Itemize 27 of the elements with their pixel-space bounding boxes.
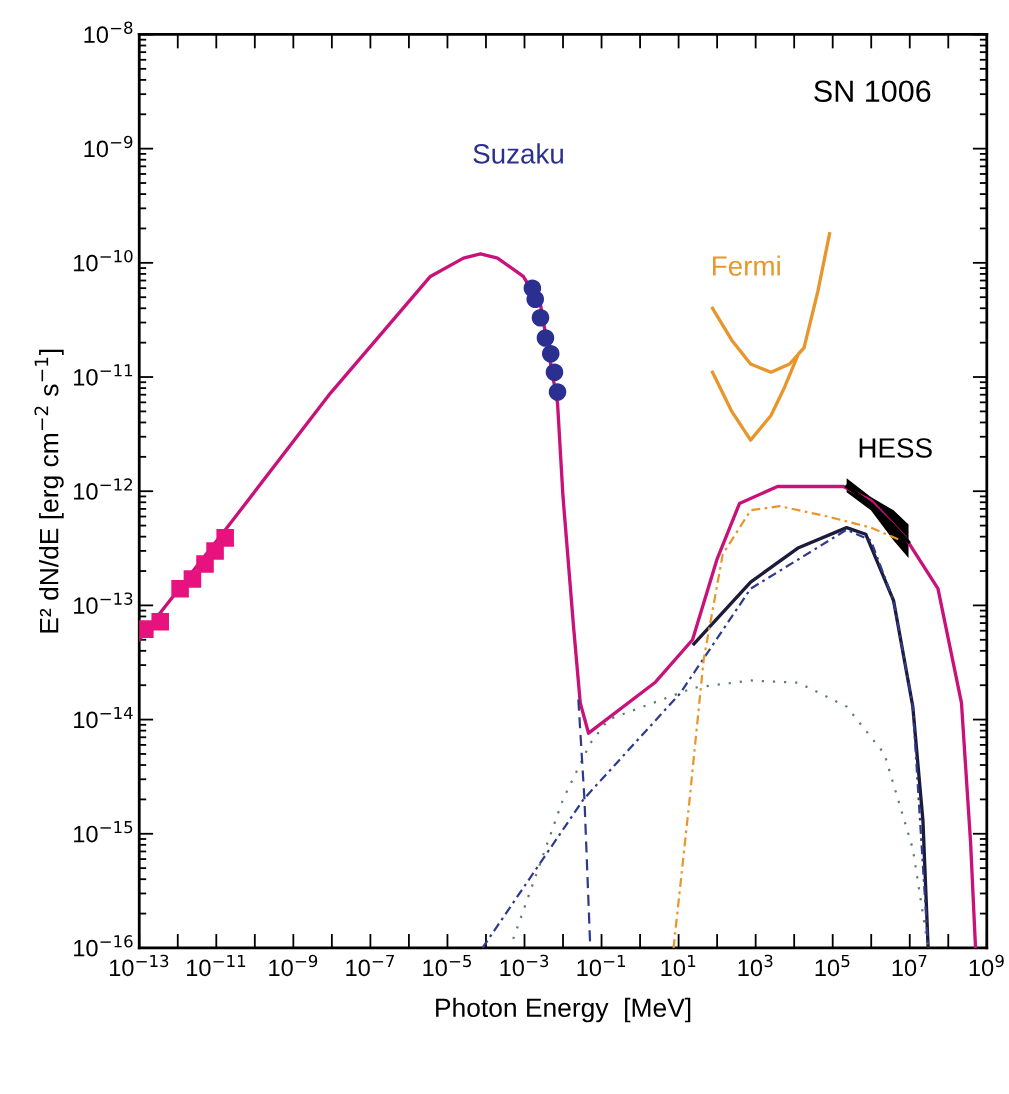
x-tick-label: 10$^{−9}$ <box>269 954 318 977</box>
y-tick-label: 10$^{−14}$ <box>74 706 133 729</box>
y-tick-label: 10$^{−11}$ <box>74 364 133 386</box>
x-tick-label: 10$^{3}$ <box>738 954 773 977</box>
x-tick-label: 10$^{5}$ <box>815 954 850 977</box>
x-tick-label: 10$^{9}$ <box>969 954 1004 977</box>
legend-label: HESS <box>859 438 932 458</box>
x-tick-label: 10$^{7}$ <box>892 954 927 977</box>
x-tick-label: 10$^{−7}$ <box>346 954 394 977</box>
y-tick-label: 10$^{−8}$ <box>84 21 133 44</box>
y-tick-label: 10$^{−12}$ <box>74 478 132 500</box>
x-axis-title: Photon Energy [MeV] <box>436 997 691 1023</box>
y-tick-label: 10$^{−13}$ <box>74 592 133 614</box>
x-tick-label: 10$^{−3}$ <box>500 954 549 977</box>
y-tick-label: 10$^{−16}$ <box>74 935 133 957</box>
y-axis-title: E² dN/dE [erg cm$^{−2}$ s$^{−1}$] <box>34 349 64 633</box>
y-tick-label: 10$^{−9}$ <box>84 135 133 158</box>
x-tick-label: 10$^{1}$ <box>661 954 696 977</box>
y-tick-label: 10$^{−10}$ <box>74 249 133 272</box>
series-label: Fermi <box>713 255 780 276</box>
y-tick-label: 10$^{−15}$ <box>74 821 133 843</box>
x-tick-label: 10$^{−11}$ <box>187 954 246 977</box>
text: SN 1006 <box>814 80 931 103</box>
x-tick-label: 10$^{−13}$ <box>109 954 169 977</box>
x-tick-label: 10$^{−1}$ <box>577 954 626 977</box>
text: Suzaku <box>473 143 563 164</box>
x-tick-label: 10$^{−5}$ <box>423 954 471 977</box>
